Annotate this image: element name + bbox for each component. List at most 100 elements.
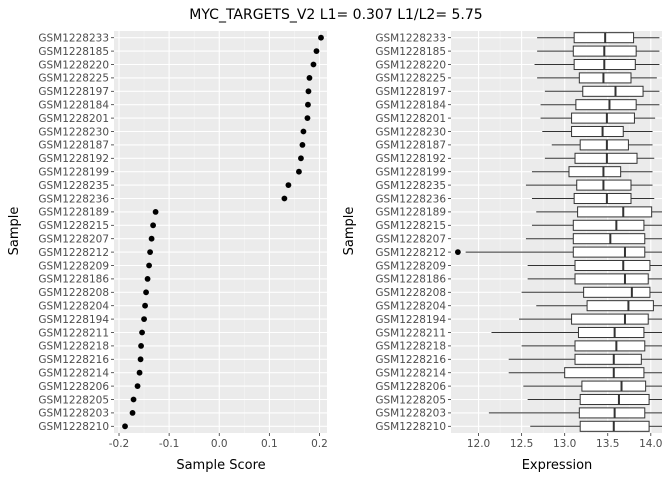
expression-box — [574, 259, 651, 272]
expression-plot-background — [451, 31, 662, 433]
score-sample-label: GSM1228235 — [38, 180, 109, 192]
expression-x-tick-label: 13.0 — [553, 438, 576, 450]
score-sample-label: GSM1228220 — [38, 59, 109, 71]
score-y-axis-label: Sample — [7, 207, 22, 256]
score-sample-label: GSM1228214 — [38, 368, 109, 380]
expression-sample-label: GSM1228235 — [375, 180, 446, 192]
expression-box — [573, 32, 635, 44]
expression-sample-label: GSM1228230 — [375, 126, 446, 138]
expression-box — [586, 300, 654, 312]
expression-x-tick-label: 13.5 — [596, 438, 619, 450]
score-point — [148, 235, 155, 242]
score-point — [305, 88, 312, 95]
score-point — [130, 396, 137, 403]
score-sample-label: GSM1228203 — [38, 408, 109, 420]
score-sample-label: GSM1228186 — [38, 274, 109, 286]
expression-sample-label: GSM1228214 — [375, 368, 446, 380]
score-sample-label: GSM1228206 — [38, 381, 109, 393]
score-point — [142, 302, 148, 309]
score-x-tick-label: 0.1 — [261, 438, 278, 450]
expression-box — [575, 99, 637, 111]
score-point — [134, 383, 141, 389]
score-panel: -0.2 -0.1 0.0 0.1 0.2GSM1228233GSM1228185GSM… — [38, 31, 328, 450]
score-point — [306, 75, 313, 81]
expression-box — [581, 380, 647, 392]
score-sample-label: GSM1228204 — [38, 301, 109, 313]
score-sample-label: GSM1228216 — [38, 354, 109, 366]
score-sample-label: GSM1228209 — [38, 260, 109, 272]
score-sample-label: GSM1228194 — [38, 314, 109, 326]
score-x-tick-label: 0.0 — [211, 438, 228, 450]
expression-sample-label: GSM1228186 — [375, 274, 446, 286]
expression-box — [577, 326, 645, 339]
expression-y-axis-label: Sample — [342, 207, 357, 256]
expression-sample-label: GSM1228206 — [375, 381, 446, 393]
score-plot-background — [114, 31, 327, 433]
score-point — [139, 329, 145, 336]
expression-box — [564, 367, 645, 379]
score-sample-label: GSM1228215 — [38, 220, 109, 232]
score-point — [137, 356, 144, 363]
expression-sample-label: GSM1228205 — [375, 394, 446, 406]
expression-sample-label: GSM1228204 — [375, 301, 446, 313]
score-point — [310, 61, 317, 68]
expression-sample-label: GSM1228220 — [375, 59, 446, 71]
score-point — [129, 410, 136, 416]
score-point — [147, 249, 153, 256]
score-point — [141, 316, 147, 322]
score-sample-label: GSM1228225 — [38, 73, 109, 85]
score-point — [143, 289, 149, 296]
expression-sample-label: GSM1228189 — [375, 207, 446, 219]
score-sample-label: GSM1228230 — [38, 126, 109, 138]
score-sample-label: GSM1228185 — [38, 46, 109, 58]
expression-sample-label: GSM1228215 — [375, 220, 446, 232]
expression-sample-label: GSM1228203 — [375, 408, 446, 420]
expression-box — [579, 139, 629, 151]
expression-box — [578, 72, 632, 84]
expression-sample-label: GSM1228208 — [375, 287, 446, 299]
expression-box — [577, 206, 653, 218]
expression-sample-label: GSM1228218 — [375, 341, 446, 353]
expression-sample-label: GSM1228197 — [375, 86, 446, 98]
score-point — [318, 34, 324, 41]
expression-box — [573, 192, 632, 205]
expression-x-tick-label: 14.0 — [639, 438, 662, 450]
expression-x-tick-label: 12.5 — [510, 438, 533, 450]
score-point — [152, 209, 159, 215]
score-sample-label: GSM1228236 — [38, 193, 109, 205]
expression-sample-label: GSM1228187 — [375, 140, 446, 152]
score-sample-label: GSM1228207 — [38, 234, 109, 246]
expression-box — [572, 246, 646, 258]
score-point — [144, 276, 151, 282]
expression-sample-label: GSM1228194 — [375, 314, 446, 326]
score-x-tick-label: -0.1 — [159, 438, 180, 450]
expression-sample-label: GSM1228184 — [375, 100, 446, 112]
score-point — [136, 369, 143, 376]
expression-box — [578, 407, 646, 419]
expression-box — [574, 273, 649, 285]
expression-panel: 12.0 12.5 13.0 13.5 14.0 GSM1228233GSM1228185… — [375, 31, 662, 450]
expression-box — [568, 166, 622, 178]
expression-sample-label: GSM1228233 — [375, 33, 446, 45]
expression-sample-label: GSM1228216 — [375, 354, 446, 366]
score-point — [300, 128, 307, 135]
score-point — [138, 343, 144, 349]
score-point — [150, 222, 156, 229]
score-point — [285, 182, 292, 189]
score-point — [305, 101, 311, 108]
score-point — [299, 142, 306, 148]
expression-sample-label: GSM1228199 — [375, 167, 446, 179]
expression-sample-label: GSM1228211 — [375, 327, 446, 339]
expression-box — [579, 393, 650, 406]
expression-box — [571, 125, 624, 138]
score-sample-label: GSM1228218 — [38, 341, 109, 353]
score-point — [313, 48, 320, 54]
expression-box — [572, 233, 646, 245]
score-sample-label: GSM1228212 — [38, 247, 109, 259]
score-sample-label: GSM1228201 — [38, 113, 109, 125]
expression-x-tick-label: 12.0 — [467, 438, 490, 450]
score-point — [296, 168, 302, 175]
expression-sample-label: GSM1228201 — [375, 113, 446, 125]
expression-box — [571, 112, 635, 124]
